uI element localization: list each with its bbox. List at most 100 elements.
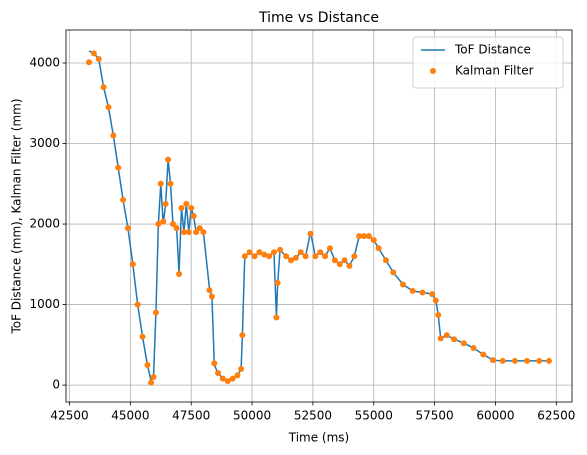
data-point (200, 229, 207, 236)
data-point (390, 269, 397, 276)
data-point (429, 291, 436, 298)
data-point (185, 229, 192, 236)
legend-label: ToF Distance (454, 43, 531, 57)
data-point (331, 257, 338, 264)
data-point (511, 357, 518, 364)
data-point (86, 59, 92, 66)
data-point (180, 229, 187, 236)
data-point (322, 253, 329, 260)
data-point (451, 336, 458, 343)
data-point (239, 332, 246, 339)
x-tick-label: 55000 (355, 409, 393, 423)
data-point (238, 365, 245, 372)
data-point (409, 287, 416, 294)
data-point (283, 253, 290, 260)
legend-label: Kalman Filter (455, 64, 534, 78)
data-point (169, 221, 176, 228)
y-axis-label: ToF Distance (mm), Kalman Filter (mm) (10, 98, 24, 334)
data-point (105, 104, 112, 111)
data-point (100, 84, 107, 91)
data-point (176, 270, 183, 277)
data-point (148, 379, 155, 386)
data-point (351, 253, 358, 260)
data-point (124, 225, 131, 232)
data-point (470, 345, 477, 352)
data-point (219, 375, 226, 382)
plot-frame (65, 29, 573, 403)
data-point (336, 261, 343, 268)
data-point (90, 50, 97, 57)
chart-title: Time vs Distance (258, 10, 379, 26)
data-point (246, 249, 253, 256)
data-point (443, 332, 450, 339)
data-point (162, 200, 169, 207)
x-tick-label: 60000 (476, 409, 514, 423)
legend-box (412, 36, 564, 89)
data-point (274, 279, 281, 286)
data-point (266, 253, 273, 260)
data-point (460, 340, 467, 347)
data-point (546, 357, 552, 364)
data-point (150, 374, 157, 381)
data-point (139, 333, 146, 340)
data-point (224, 378, 231, 385)
y-tick-label: 2000 (29, 217, 60, 231)
data-point (234, 372, 241, 379)
data-point (365, 233, 372, 240)
data-point (480, 351, 487, 358)
data-point (370, 237, 377, 244)
y-tick-label: 0 (52, 378, 60, 392)
data-point (432, 297, 439, 304)
x-tick-label: 50000 (233, 409, 271, 423)
data-point (419, 289, 426, 296)
data-point (241, 253, 248, 260)
data-point (211, 360, 218, 367)
y-tick-label: 4000 (29, 56, 60, 70)
data-point (307, 230, 314, 237)
data-point (160, 218, 167, 225)
data-point (183, 200, 190, 207)
data-point (292, 254, 299, 261)
data-point (277, 246, 284, 253)
x-tick-label: 45000 (111, 409, 149, 423)
data-point (273, 314, 280, 321)
data-point (312, 253, 319, 260)
data-point (536, 357, 543, 364)
data-point (437, 335, 444, 342)
data-point (214, 370, 221, 377)
legend-marker (430, 68, 436, 74)
data-point (346, 262, 353, 269)
data-point (157, 180, 164, 187)
data-point (196, 225, 203, 232)
data-point (193, 229, 200, 236)
x-tick-label: 42500 (50, 409, 88, 423)
data-point (399, 281, 406, 288)
data-point (326, 245, 333, 252)
data-point (270, 249, 277, 256)
data-point (110, 132, 117, 139)
data-point (297, 249, 304, 256)
data-point (129, 261, 136, 268)
data-point (152, 309, 159, 316)
data-point (95, 55, 102, 62)
data-point (356, 233, 363, 240)
data-point (134, 301, 141, 308)
data-line (88, 50, 549, 384)
data-point (208, 293, 215, 300)
data-point (190, 213, 197, 219)
data-point (251, 253, 258, 260)
data-point (490, 357, 497, 364)
data-point (115, 164, 122, 171)
x-tick-label: 47500 (172, 409, 210, 423)
data-point (382, 257, 389, 264)
data-point (229, 375, 236, 382)
data-point (341, 257, 348, 264)
data-point (317, 249, 324, 256)
data-point (206, 287, 213, 294)
data-point (165, 156, 172, 163)
data-point (499, 357, 506, 364)
x-tick-label: 62500 (537, 409, 575, 423)
data-point (435, 312, 442, 319)
data-point (178, 204, 185, 211)
